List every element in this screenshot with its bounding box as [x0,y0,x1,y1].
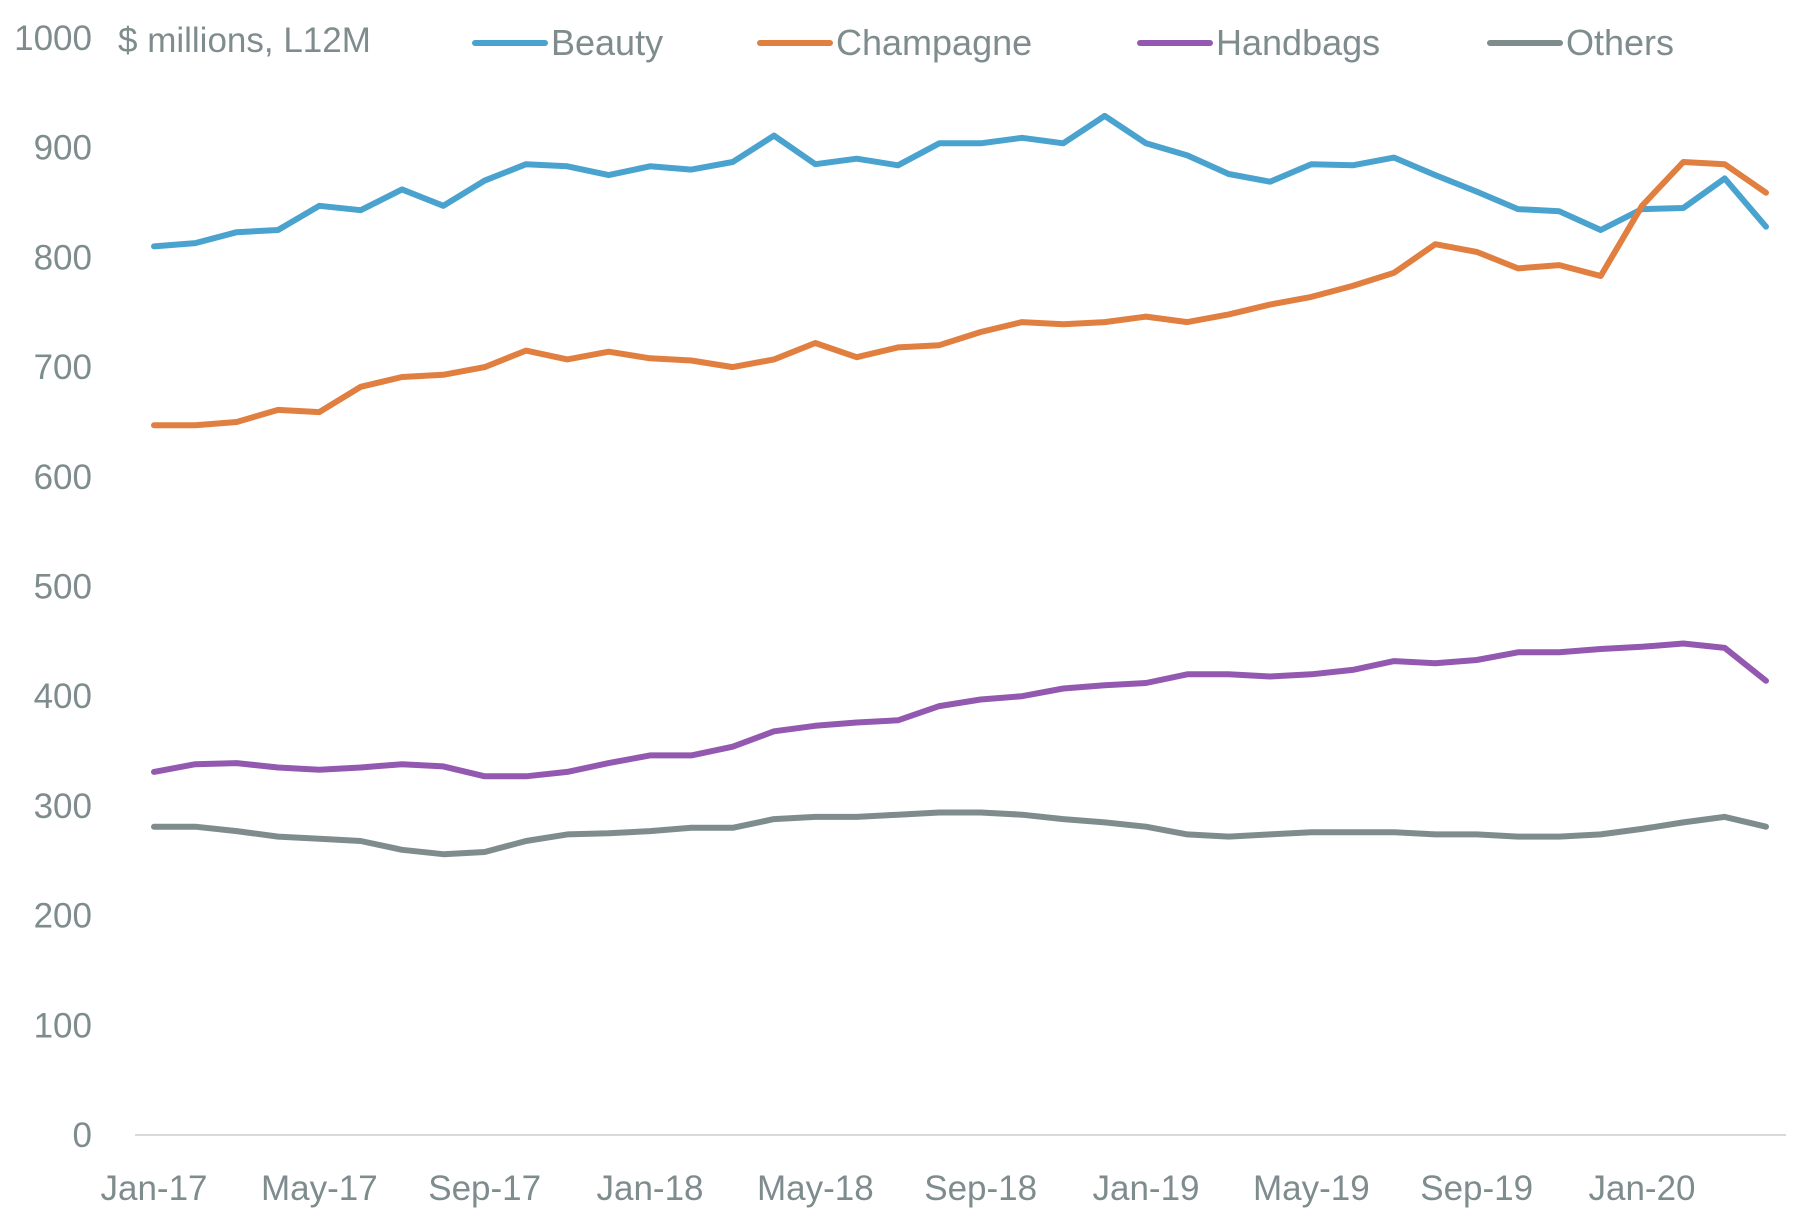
x-tick-label: Jan-20 [1588,1169,1695,1208]
legend-label-champagne: Champagne [836,22,1032,63]
x-tick-label: Sep-18 [924,1169,1037,1208]
x-tick-label: Sep-19 [1420,1169,1533,1208]
series-line-handbags [151,640,1769,780]
legend-label-beauty: Beauty [551,22,663,63]
y-tick-label: 300 [34,787,92,826]
x-tick-label: May-18 [757,1169,874,1208]
y-tick-label: 0 [73,1116,92,1155]
y-tick-label: 500 [34,568,92,607]
x-tick-label: Jan-17 [100,1169,207,1208]
x-tick-label: Sep-17 [428,1169,541,1208]
series-line-others [151,809,1769,858]
legend-label-handbags: Handbags [1216,22,1380,63]
y-tick-label: 100 [34,1006,92,1045]
legend-label-others: Others [1566,22,1674,63]
series-line-beauty [151,112,1769,250]
y-tick-label: 700 [34,348,92,387]
x-tick-label: Jan-18 [596,1169,703,1208]
x-tick-label: May-19 [1253,1169,1370,1208]
y-tick-label: 200 [34,897,92,936]
y-tick-label: 900 [34,129,92,168]
series-line-champagne [151,159,1769,429]
y-tick-label: 800 [34,238,92,277]
x-tick-label: May-17 [261,1169,378,1208]
y-tick-label: 1000 [14,19,92,58]
y-tick-label: 600 [34,458,92,497]
y-tick-label: 400 [34,677,92,716]
y-axis-label: $ millions, L12M [118,21,371,60]
x-tick-label: Jan-19 [1092,1169,1199,1208]
